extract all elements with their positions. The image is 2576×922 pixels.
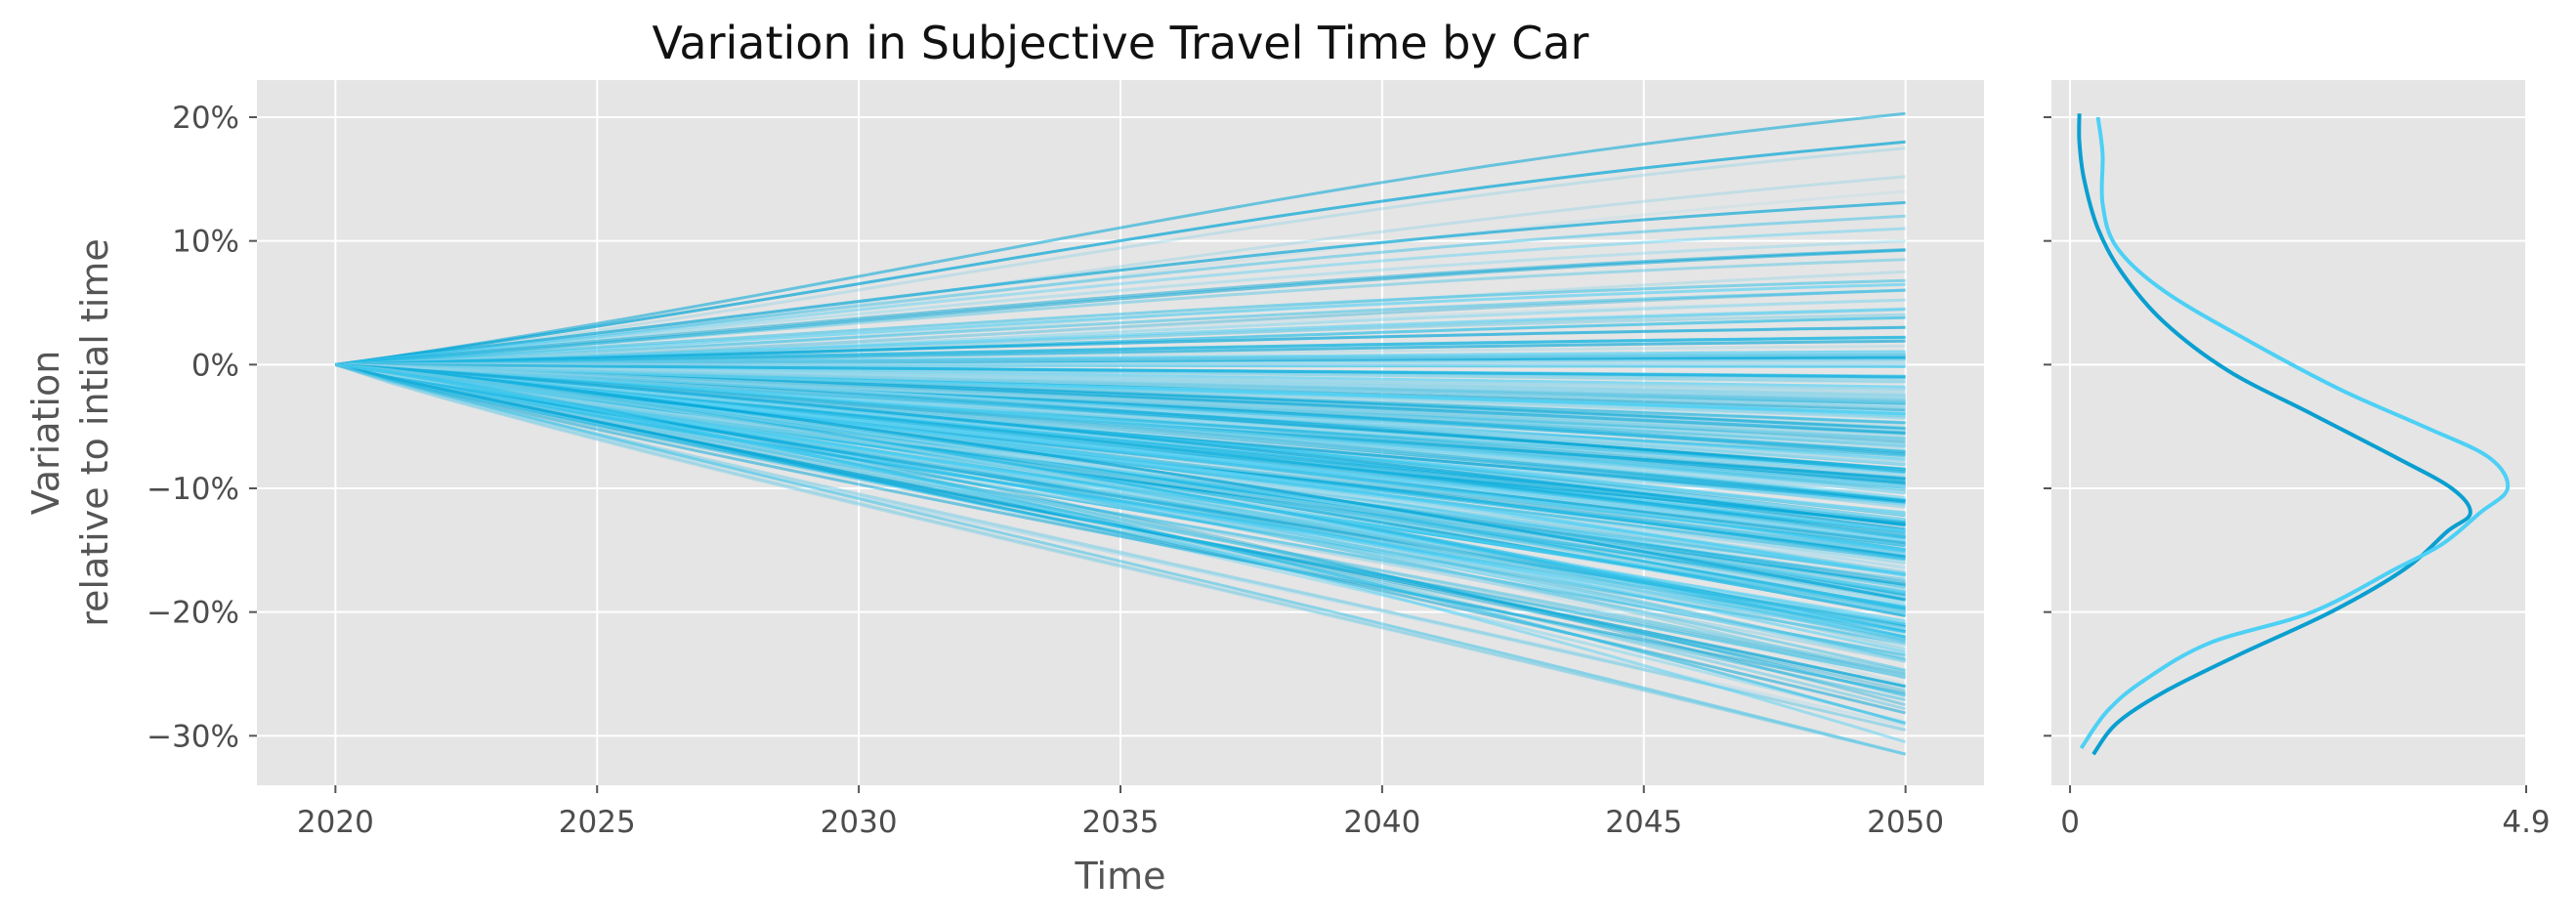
series-line — [335, 288, 1906, 366]
x-tick-label: 2030 — [821, 805, 898, 840]
x-tick-label: 2050 — [1867, 805, 1944, 840]
side-x-tick-label: 0 — [2060, 805, 2080, 840]
series-line — [334, 362, 1906, 756]
side-grid — [2051, 80, 2527, 785]
y-tick-label: −20% — [147, 596, 239, 631]
series-line — [335, 362, 1906, 474]
series-line — [335, 362, 1906, 589]
series-line — [335, 270, 1906, 366]
x-axis-label: Time — [1075, 855, 1166, 898]
y-tick-label: 0% — [191, 348, 239, 383]
series-line — [335, 362, 1906, 453]
x-tick-label: 2035 — [1082, 805, 1160, 840]
series-line — [335, 111, 1906, 366]
series-line — [335, 362, 1906, 626]
y-axis-label: Variation relative to intial time — [24, 238, 116, 627]
side-x-ticks: 0 4.9 — [2060, 785, 2551, 840]
series-line — [335, 344, 1906, 366]
series-line — [335, 362, 1906, 414]
series-line — [335, 299, 1906, 366]
series-line — [335, 362, 1906, 651]
series-line — [335, 362, 1906, 403]
y-axis-label-line-1: Variation — [24, 351, 67, 516]
series-line — [335, 248, 1906, 366]
series-line — [335, 362, 1906, 527]
chart-title: Variation in Subjective Travel Time by C… — [653, 17, 1589, 69]
series-line — [335, 200, 1906, 366]
series-line — [335, 282, 1906, 366]
series-line — [335, 362, 1907, 744]
series-line — [335, 362, 1906, 464]
side-density-lines — [2077, 113, 2511, 756]
y-axis-label-line-2: relative to intial time — [73, 238, 116, 627]
series-line — [335, 362, 1906, 440]
series-line — [335, 336, 1906, 366]
series-line — [335, 248, 1906, 366]
x-tick-label: 2020 — [297, 805, 374, 840]
series-line — [334, 362, 1906, 732]
side-x-tick-label: 4.9 — [2502, 805, 2550, 840]
series-line — [335, 362, 1906, 429]
main-x-ticks: 2020 2025 2030 2035 2040 2045 2050 — [297, 785, 1944, 840]
series-line — [335, 362, 1906, 494]
density-line — [2079, 116, 2511, 750]
y-tick-label: −10% — [147, 472, 239, 507]
series-line — [335, 175, 1906, 366]
series-line — [335, 362, 1906, 663]
series-line — [335, 362, 1906, 689]
density-line — [2077, 113, 2472, 756]
series-line — [335, 362, 1906, 478]
main-y-ticks: 20% 10% 0% −10% −20% −30% — [147, 101, 257, 754]
series-line — [335, 189, 1906, 366]
series-line — [335, 362, 1906, 602]
y-tick-label: 10% — [172, 225, 239, 260]
x-tick-label: 2040 — [1343, 805, 1420, 840]
series-line — [335, 239, 1906, 366]
series-line — [335, 362, 1906, 503]
side-plot-background — [2051, 80, 2526, 785]
series-line — [335, 325, 1906, 366]
series-line — [334, 362, 1906, 756]
series-line — [335, 362, 1906, 726]
series-line — [334, 362, 1906, 728]
series-line — [335, 362, 1906, 379]
y-tick-label: −30% — [147, 719, 239, 754]
series-line — [334, 362, 1906, 695]
series-line — [335, 362, 1906, 416]
series-line — [335, 362, 1906, 416]
y-tick-label: 20% — [172, 101, 239, 136]
x-tick-label: 2045 — [1605, 805, 1682, 840]
side-y-ticks — [2044, 116, 2051, 737]
main-series-lines — [334, 111, 1907, 756]
series-line — [335, 147, 1906, 366]
series-line — [335, 258, 1906, 366]
series-line — [335, 362, 1906, 644]
series-line — [335, 362, 1906, 707]
series-line — [335, 140, 1906, 366]
series-line — [335, 278, 1906, 366]
series-line — [334, 362, 1906, 756]
series-line — [335, 362, 1906, 392]
x-tick-label: 2025 — [559, 805, 636, 840]
side-plot: 0 4.9 — [2044, 80, 2551, 840]
main-plot: 2020 2025 2030 2035 2040 2045 2050 20% 10% 0% −10… — [24, 17, 1984, 898]
series-line — [335, 362, 1906, 391]
series-line — [335, 362, 1906, 466]
series-line — [335, 227, 1906, 366]
series-line — [335, 362, 1906, 523]
series-line — [335, 214, 1906, 366]
